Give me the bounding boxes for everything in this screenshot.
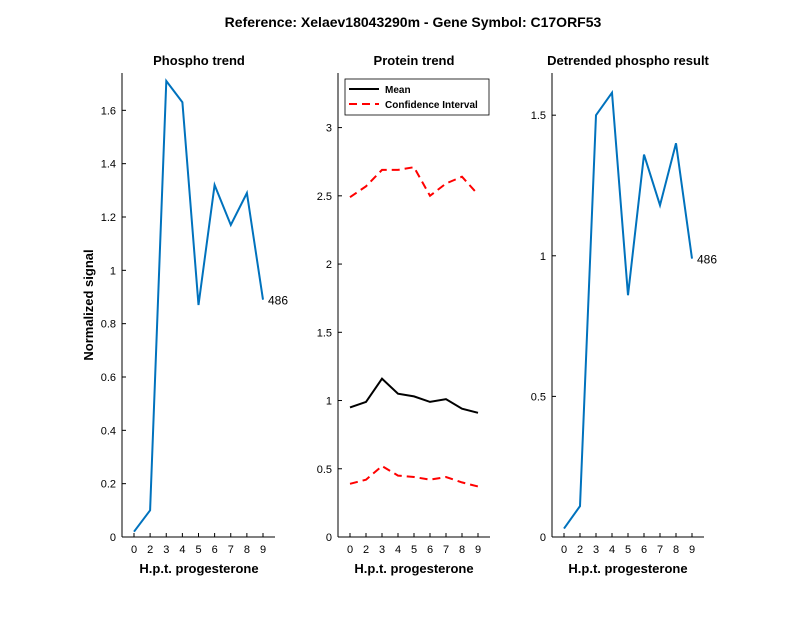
phospho-trend-y-tick-label: 1.4 bbox=[101, 159, 116, 171]
detrended-phospho-x-tick-label: 2 bbox=[577, 544, 583, 556]
detrended-phospho-x-tick-label: 0 bbox=[561, 544, 567, 556]
protein-trend-y-tick-label: 3 bbox=[326, 123, 332, 135]
phospho-trend-y-tick-label: 0.6 bbox=[101, 372, 116, 384]
phospho-trend-panel: Phospho trend H.p.t. progesterone Normal… bbox=[81, 53, 288, 576]
phospho-trend-y-tick-label: 1.6 bbox=[101, 105, 116, 117]
detrended-phospho-panel: Detrended phospho result H.p.t. progeste… bbox=[531, 53, 718, 576]
protein-trend-legend: Mean Confidence Interval bbox=[344, 78, 490, 116]
detrended-phospho-x-tick-label: 9 bbox=[689, 544, 695, 556]
detrended-phospho-series-line bbox=[563, 89, 693, 530]
detrended-phospho-y-tick-label: 0.5 bbox=[531, 391, 546, 403]
detrended-phospho-x-tick-label: 8 bbox=[673, 544, 679, 556]
phospho-trend-x-tick-label: 8 bbox=[244, 544, 250, 556]
phospho-trend-title: Phospho trend bbox=[153, 53, 245, 68]
protein-trend-x-tick-label: 5 bbox=[411, 544, 417, 556]
phospho-trend-y-tick-label: 0.8 bbox=[101, 319, 116, 331]
protein-trend-x-tick-label: 6 bbox=[427, 544, 433, 556]
phospho-trend-x-tick-label: 5 bbox=[195, 544, 201, 556]
phospho-trend-xlabel: H.p.t. progesterone bbox=[139, 561, 258, 576]
protein-trend-series-line bbox=[349, 464, 479, 488]
protein-trend-series-line bbox=[349, 166, 479, 199]
protein-trend-title: Protein trend bbox=[374, 53, 455, 68]
phospho-trend-x-tick-label: 6 bbox=[212, 544, 218, 556]
detrended-phospho-y-tick-label: 1.5 bbox=[531, 110, 546, 122]
legend-entry: Confidence Interval bbox=[385, 100, 478, 111]
phospho-trend-x-tick-label: 2 bbox=[147, 544, 153, 556]
phospho-trend-x-tick-label: 7 bbox=[228, 544, 234, 556]
protein-trend-x-tick-label: 4 bbox=[395, 544, 401, 556]
detrended-phospho-title: Detrended phospho result bbox=[547, 53, 709, 68]
phospho-trend-x-tick-label: 4 bbox=[179, 544, 185, 556]
legend-entry: Mean bbox=[385, 85, 411, 96]
protein-trend-y-tick-label: 0 bbox=[326, 532, 332, 544]
protein-trend-x-tick-label: 0 bbox=[347, 544, 353, 556]
phospho-trend-series-line bbox=[133, 78, 264, 533]
detrended-phospho-y-tick-label: 0 bbox=[540, 532, 546, 544]
phospho-trend-y-tick-label: 1.2 bbox=[101, 212, 116, 224]
legend-box bbox=[344, 78, 490, 116]
protein-trend-xlabel: H.p.t. progesterone bbox=[354, 561, 473, 576]
protein-trend-series-line bbox=[349, 377, 479, 414]
phospho-trend-y-tick-label: 0 bbox=[110, 532, 116, 544]
phospho-trend-x-tick-label: 9 bbox=[260, 544, 266, 556]
detrended-phospho-annotation: 486 bbox=[697, 253, 717, 267]
phospho-trend-y-tick-label: 0.2 bbox=[101, 479, 116, 491]
detrended-phospho-x-tick-label: 5 bbox=[625, 544, 631, 556]
phospho-trend-x-tick-label: 0 bbox=[131, 544, 137, 556]
detrended-phospho-xlabel: H.p.t. progesterone bbox=[568, 561, 687, 576]
protein-trend-x-tick-label: 8 bbox=[459, 544, 465, 556]
protein-trend-y-tick-label: 0.5 bbox=[317, 464, 332, 476]
phospho-trend-annotation: 486 bbox=[268, 294, 288, 308]
phospho-trend-y-tick-label: 1 bbox=[110, 265, 116, 277]
protein-trend-y-tick-label: 2.5 bbox=[317, 191, 332, 203]
protein-trend-x-tick-label: 7 bbox=[443, 544, 449, 556]
detrended-phospho-x-tick-label: 7 bbox=[657, 544, 663, 556]
protein-trend-x-tick-label: 3 bbox=[379, 544, 385, 556]
phospho-trend-x-tick-label: 3 bbox=[163, 544, 169, 556]
phospho-trend-y-tick-label: 0.4 bbox=[101, 425, 116, 437]
protein-trend-x-tick-label: 2 bbox=[363, 544, 369, 556]
detrended-phospho-y-tick-label: 1 bbox=[540, 251, 546, 263]
phospho-trend-ylabel: Normalized signal bbox=[81, 249, 96, 360]
protein-trend-y-tick-label: 1.5 bbox=[317, 327, 332, 339]
protein-trend-x-tick-label: 9 bbox=[475, 544, 481, 556]
figure-suptitle: Reference: Xelaev18043290m - Gene Symbol… bbox=[225, 14, 602, 30]
protein-trend-y-tick-label: 1 bbox=[326, 396, 332, 408]
protein-trend-y-tick-label: 2 bbox=[326, 259, 332, 271]
detrended-phospho-x-tick-label: 6 bbox=[641, 544, 647, 556]
detrended-phospho-x-tick-label: 3 bbox=[593, 544, 599, 556]
detrended-phospho-x-tick-label: 4 bbox=[609, 544, 615, 556]
